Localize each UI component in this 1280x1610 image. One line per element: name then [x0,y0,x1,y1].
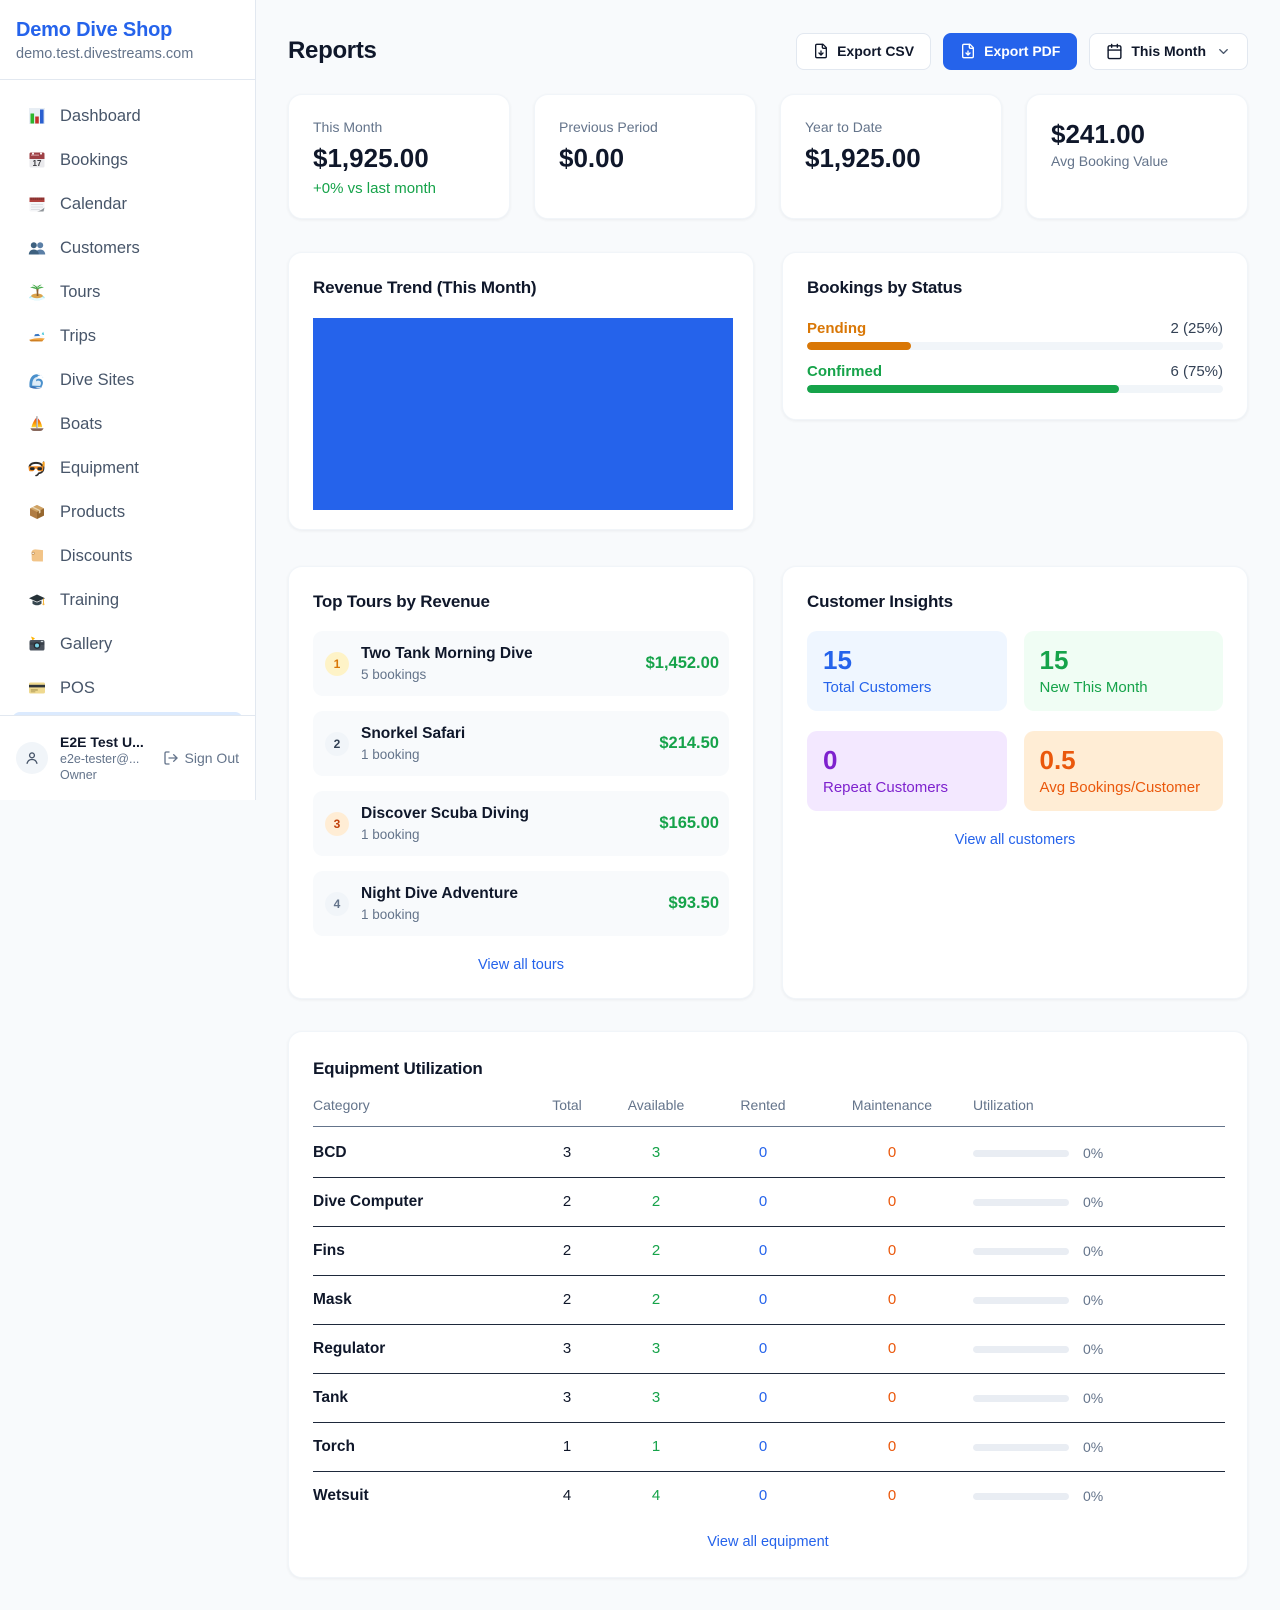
svg-text:17: 17 [33,159,42,168]
